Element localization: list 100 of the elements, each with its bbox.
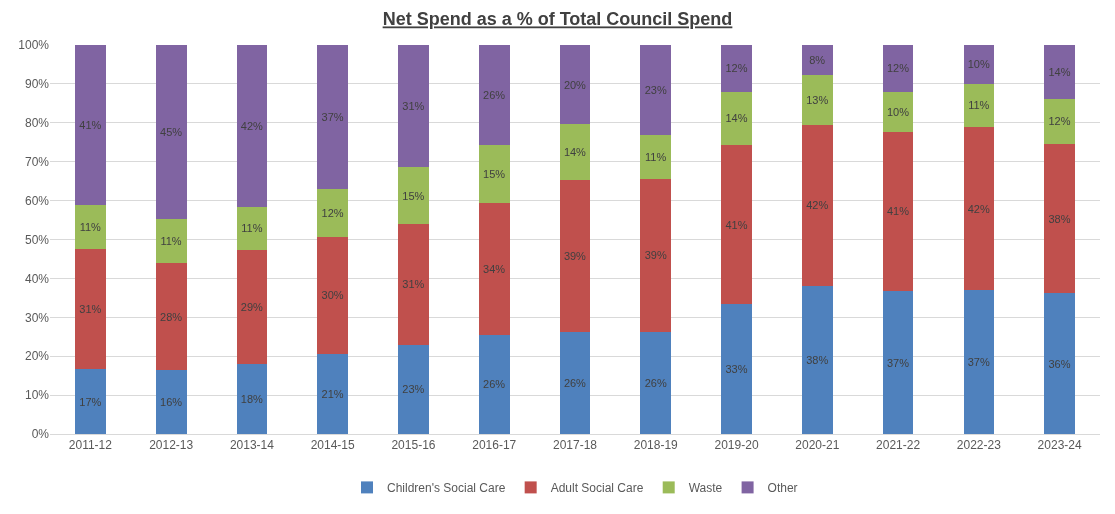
data-label: 12% <box>1048 115 1071 128</box>
data-label: 14% <box>563 146 587 159</box>
legend-label: Children's Social Care <box>387 481 506 496</box>
bar <box>801 124 833 287</box>
data-label: 31% <box>79 302 102 315</box>
data-label: 20% <box>563 78 587 91</box>
data-label: 16% <box>160 396 183 409</box>
bar <box>1044 293 1075 434</box>
data-label: 42% <box>806 199 829 212</box>
x-tick-label: 2023-24 <box>1037 438 1082 453</box>
bar <box>317 236 349 354</box>
data-label: 12% <box>886 62 910 75</box>
bar <box>882 131 914 292</box>
y-tick-label: 40% <box>24 271 50 286</box>
data-label: 29% <box>240 300 264 313</box>
bar <box>75 248 106 370</box>
data-label: 34% <box>483 263 506 276</box>
bar <box>801 286 833 434</box>
bar <box>75 45 106 205</box>
bar <box>1044 98 1075 145</box>
data-label: 8% <box>809 53 826 66</box>
bar <box>882 45 914 92</box>
y-tick-label: 80% <box>24 116 50 130</box>
bar <box>317 189 349 237</box>
x-tick-label: 2016-17 <box>472 438 517 453</box>
bar <box>963 83 995 128</box>
y-tick-label: 90% <box>24 77 50 92</box>
data-label: 42% <box>240 119 264 132</box>
data-label: 15% <box>483 168 506 181</box>
y-tick-label: 0% <box>31 427 50 442</box>
data-label: 30% <box>321 289 344 302</box>
bar <box>478 145 510 204</box>
bar <box>801 74 833 125</box>
bar <box>721 91 752 145</box>
bar <box>236 363 268 434</box>
bar <box>801 45 833 75</box>
data-label: 17% <box>79 395 102 408</box>
legend-label: Adult Social Care <box>550 481 644 496</box>
data-label: 12% <box>725 62 748 75</box>
bar <box>155 45 187 219</box>
data-label: 31% <box>402 100 425 113</box>
data-label: 37% <box>886 356 910 369</box>
bar <box>882 291 914 434</box>
bar <box>559 332 591 434</box>
data-label: 13% <box>806 93 829 106</box>
y-tick-label: 100% <box>18 38 50 53</box>
bar <box>478 45 510 146</box>
bar <box>398 167 429 224</box>
data-label: 18% <box>240 392 264 405</box>
bar <box>559 124 591 181</box>
bar <box>75 204 106 249</box>
data-label: 10% <box>967 58 990 71</box>
x-tick-label: 2011-12 <box>68 438 113 453</box>
data-label: 11% <box>968 99 990 112</box>
bar <box>155 370 187 434</box>
bar <box>640 45 672 136</box>
x-tick-label: 2012-13 <box>149 438 194 453</box>
x-tick-label: 2017-18 <box>552 438 598 453</box>
data-label: 11% <box>241 222 263 235</box>
data-label: 39% <box>644 249 667 262</box>
data-label: 42% <box>967 202 990 215</box>
x-tick-label: 2022-23 <box>956 438 1002 453</box>
y-tick-label: 30% <box>24 310 50 325</box>
y-tick-label: 50% <box>24 232 50 247</box>
x-tick-label: 2015-16 <box>391 438 436 453</box>
bar <box>640 135 672 180</box>
data-label: 37% <box>967 356 990 369</box>
x-tick-label: 2013-14 <box>229 438 275 453</box>
data-label: 36% <box>1048 357 1071 370</box>
data-label: 37% <box>321 111 344 124</box>
data-label: 26% <box>563 377 587 390</box>
data-label: 23% <box>644 84 667 97</box>
bar <box>640 331 672 434</box>
x-tick-label: 2019-20 <box>714 438 759 453</box>
legend-label: Waste <box>688 481 723 496</box>
y-tick-label: 10% <box>24 388 50 403</box>
data-label: 14% <box>725 112 748 125</box>
bar <box>236 45 268 207</box>
bar <box>317 353 349 434</box>
data-label: 26% <box>483 378 506 391</box>
data-label: 41% <box>79 118 102 131</box>
data-label: 33% <box>725 363 748 376</box>
x-tick-label: 2014-15 <box>310 438 356 453</box>
data-label: 39% <box>563 250 587 263</box>
data-label: 11% <box>645 151 667 164</box>
data-label: 31% <box>402 278 425 291</box>
bar <box>478 334 510 434</box>
bar <box>559 180 591 333</box>
bar <box>640 179 672 332</box>
y-tick-label: 60% <box>24 193 50 208</box>
data-label: 45% <box>160 125 183 138</box>
data-label: 28% <box>160 310 183 323</box>
data-label: 26% <box>483 89 506 102</box>
bar <box>398 344 429 434</box>
y-tick-label: 70% <box>24 154 50 169</box>
chart-title: Net Spend as a % of Total Council Spend <box>382 9 733 30</box>
bar <box>721 144 752 305</box>
bar <box>236 206 268 250</box>
y-tick-label: 20% <box>24 349 50 364</box>
bar <box>1044 45 1075 99</box>
